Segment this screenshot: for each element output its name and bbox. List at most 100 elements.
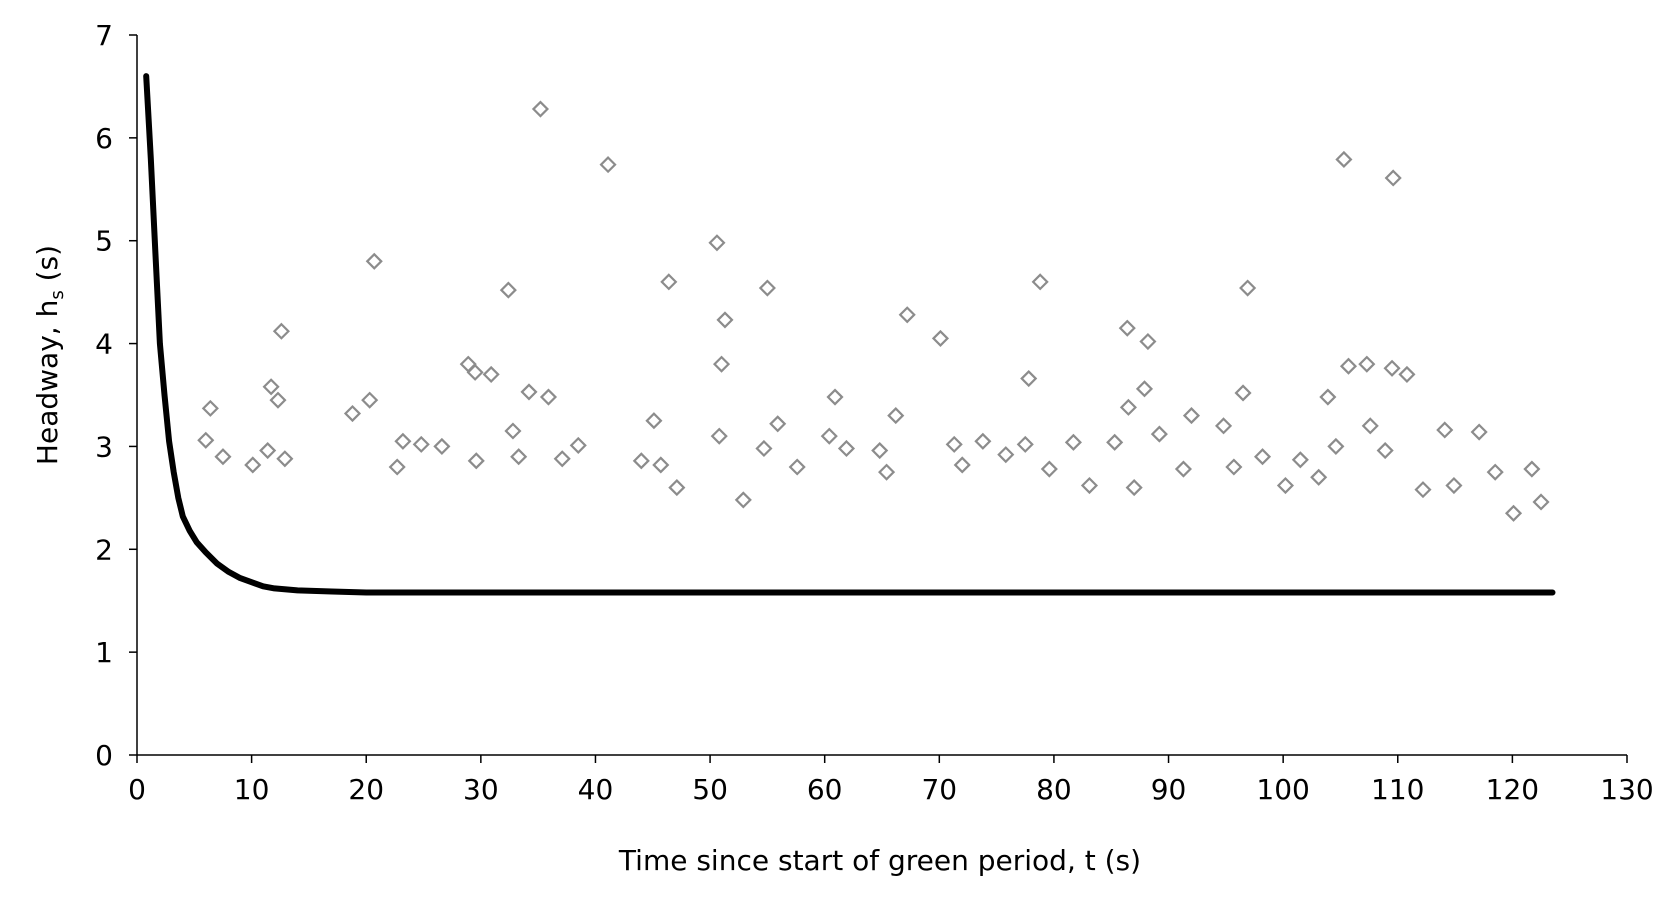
data-point-diamond — [1119, 398, 1137, 416]
data-point-diamond — [1504, 504, 1523, 522]
data-point-diamond — [1523, 460, 1541, 478]
x-tick-label: 0 — [128, 773, 146, 806]
data-point-diamond — [269, 391, 287, 409]
data-point-diamond — [931, 329, 950, 347]
data-point-diamond — [1398, 365, 1416, 383]
data-point-diamond — [531, 100, 550, 118]
data-point-diamond — [826, 388, 844, 406]
data-point-diamond — [708, 234, 726, 252]
data-point-diamond — [837, 439, 856, 458]
data-point-diamond — [1040, 460, 1058, 478]
x-tick-label: 50 — [692, 773, 728, 806]
data-point-diamond — [660, 273, 678, 291]
data-point-diamond — [755, 439, 773, 458]
data-point-diamond — [272, 322, 290, 340]
data-point-diamond — [769, 415, 787, 433]
data-point-diamond — [645, 412, 663, 430]
data-point-diamond — [712, 355, 731, 373]
data-point-diamond — [1376, 441, 1394, 460]
data-point-diamond — [1174, 460, 1192, 478]
x-tick-label: 90 — [1151, 773, 1187, 806]
data-point-diamond — [1470, 423, 1488, 441]
data-point-diamond — [1445, 476, 1463, 495]
data-point-diamond — [197, 431, 215, 449]
data-point-diamond — [1339, 357, 1358, 375]
data-point-diamond — [734, 491, 752, 509]
scatter-points — [197, 100, 1550, 522]
data-point-diamond — [1414, 481, 1432, 499]
x-tick-label: 110 — [1371, 773, 1424, 806]
y-tick-label: 7 — [95, 19, 113, 52]
y-tick-label: 0 — [95, 739, 113, 772]
data-point-diamond — [1020, 369, 1038, 388]
y-axis-title-subscript: s — [47, 290, 68, 299]
y-axis-ticks: 0 1 2 3 4 5 6 7 — [95, 19, 137, 772]
data-point-diamond — [1225, 458, 1243, 476]
data-point-diamond — [394, 432, 412, 450]
data-point-diamond — [1139, 332, 1157, 351]
data-point-diamond — [1106, 433, 1124, 451]
data-point-diamond — [1031, 273, 1049, 291]
data-point-diamond — [520, 383, 538, 401]
data-point-diamond — [953, 456, 971, 474]
data-point-diamond — [1327, 437, 1345, 455]
x-tick-label: 80 — [1036, 773, 1072, 806]
x-tick-label: 60 — [807, 773, 843, 806]
data-point-diamond — [466, 363, 484, 381]
data-point-diamond — [262, 378, 280, 396]
data-point-diamond — [1436, 421, 1454, 439]
data-point-diamond — [1335, 150, 1353, 169]
data-point-diamond — [1182, 407, 1201, 425]
data-point-diamond — [510, 448, 528, 466]
data-point-diamond — [1135, 380, 1154, 398]
data-point-diamond — [1383, 359, 1401, 377]
data-point-diamond — [365, 252, 383, 270]
y-axis-title-main: Headway, h — [31, 300, 64, 465]
data-point-diamond — [1291, 451, 1309, 469]
y-tick-label: 4 — [95, 328, 113, 361]
data-point-diamond — [710, 427, 728, 445]
data-point-diamond — [716, 311, 734, 329]
x-axis-ticks: 0 10 20 30 40 50 60 70 80 90 100 110 120 130 — [128, 755, 1654, 806]
data-point-diamond — [361, 391, 379, 409]
data-point-diamond — [388, 458, 406, 476]
data-point-diamond — [459, 355, 477, 373]
y-tick-label: 6 — [95, 122, 113, 155]
data-point-diamond — [1064, 433, 1082, 451]
x-tick-label: 120 — [1486, 773, 1539, 806]
x-tick-label: 20 — [348, 773, 384, 806]
data-point-diamond — [668, 479, 686, 497]
y-tick-label: 3 — [95, 430, 113, 463]
data-point-diamond — [1384, 169, 1402, 187]
x-tick-label: 40 — [578, 773, 614, 806]
data-point-diamond — [1276, 476, 1295, 495]
x-tick-label: 10 — [234, 773, 270, 806]
data-point-diamond — [1234, 384, 1252, 402]
data-point-diamond — [871, 441, 889, 460]
data-point-diamond — [539, 388, 558, 406]
data-point-diamond — [820, 427, 838, 445]
data-point-diamond — [553, 450, 571, 468]
data-point-diamond — [1310, 468, 1328, 486]
data-point-diamond — [1125, 479, 1143, 497]
y-tick-label: 2 — [95, 533, 113, 566]
y-axis-title: Headway, hs (s) — [31, 245, 68, 465]
data-point-diamond — [482, 365, 500, 383]
data-point-diamond — [945, 435, 963, 453]
data-point-diamond — [997, 446, 1015, 464]
data-point-diamond — [599, 156, 617, 174]
data-point-diamond — [412, 435, 430, 453]
data-point-diamond — [259, 441, 277, 460]
data-point-diamond — [1016, 435, 1034, 453]
fitted-curve-line — [143, 73, 1556, 596]
data-point-diamond — [758, 279, 776, 297]
x-tick-label: 130 — [1600, 773, 1653, 806]
data-point-diamond — [214, 448, 232, 466]
data-point-diamond — [569, 436, 587, 454]
x-axis-title: Time since start of green period, t (s) — [618, 844, 1141, 877]
data-point-diamond — [1253, 448, 1272, 466]
data-point-diamond — [1118, 319, 1136, 337]
data-point-diamond — [504, 422, 522, 440]
data-point-diamond — [898, 306, 916, 324]
